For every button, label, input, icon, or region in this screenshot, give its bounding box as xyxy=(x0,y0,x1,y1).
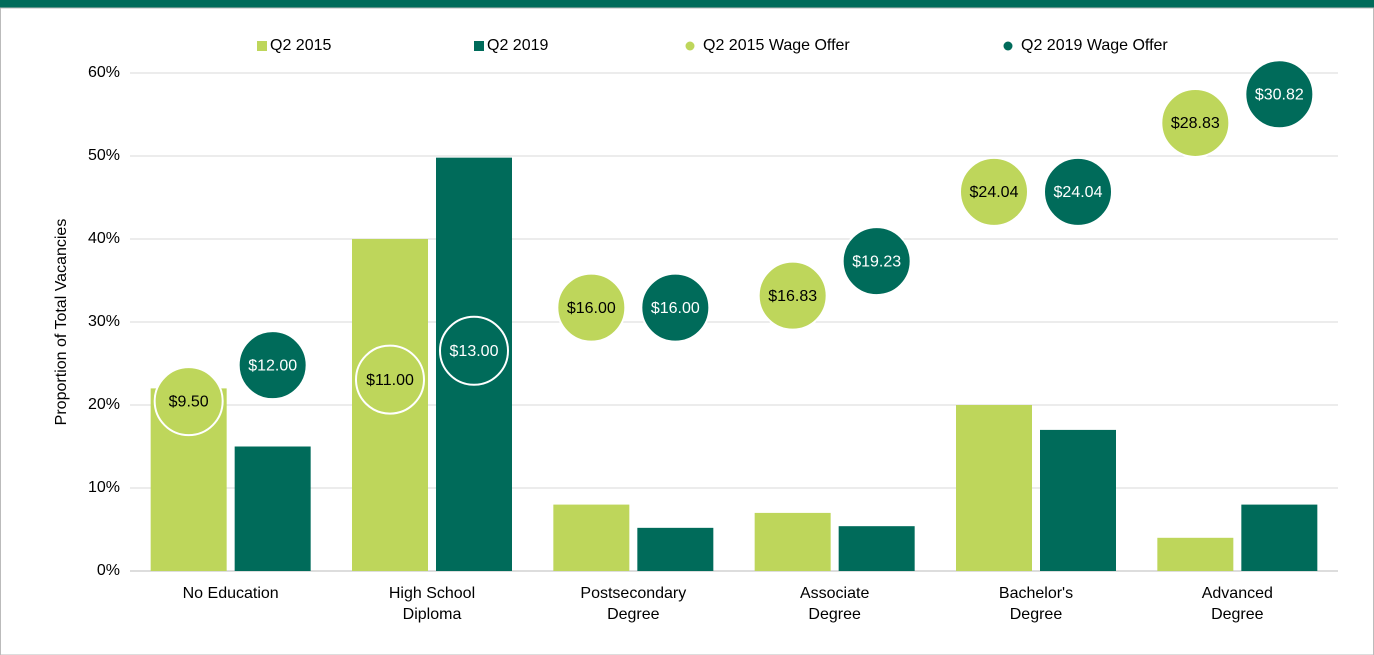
bar xyxy=(234,446,311,571)
legend-marker xyxy=(685,41,695,51)
y-tick-label: 10% xyxy=(88,479,120,496)
data-label: $24.04 xyxy=(970,184,1019,201)
data-label: $24.04 xyxy=(1054,184,1103,201)
legend-marker xyxy=(257,41,267,51)
x-tick-label: Postsecondary Degree xyxy=(580,585,687,623)
data-label: $16.00 xyxy=(567,300,616,317)
y-tick-label: 60% xyxy=(88,64,120,81)
bar xyxy=(637,527,714,571)
bubble xyxy=(757,260,828,331)
data-label: $16.00 xyxy=(651,300,700,317)
y-tick-label: 20% xyxy=(88,396,120,413)
legend-marker xyxy=(474,41,484,51)
bubble xyxy=(439,315,509,386)
legend-marker xyxy=(1003,41,1013,51)
bar xyxy=(1241,504,1318,571)
y-tick-label: 50% xyxy=(88,147,120,164)
y-tick-label: 0% xyxy=(97,562,120,579)
legend-label: Q2 2015 xyxy=(270,37,331,54)
x-tick-label: Bachelor's Degree xyxy=(998,585,1074,623)
bubble xyxy=(556,272,627,343)
data-label: $11.00 xyxy=(366,372,414,389)
data-label: $16.83 xyxy=(768,288,817,305)
legend-label: Q2 2015 Wage Offer xyxy=(703,37,850,54)
x-tick-label: Associate Degree xyxy=(799,585,870,623)
bar xyxy=(838,526,915,571)
bubble xyxy=(153,366,224,437)
data-label: $9.50 xyxy=(169,393,209,410)
bubble xyxy=(1160,87,1231,158)
data-label: $13.00 xyxy=(450,343,499,360)
bar xyxy=(1157,537,1234,571)
bubble xyxy=(959,156,1029,227)
top-band xyxy=(0,0,1374,8)
legend-label: Q2 2019 xyxy=(487,37,548,54)
data-label: $28.83 xyxy=(1171,115,1220,132)
bar xyxy=(553,504,630,571)
bar xyxy=(1040,429,1116,571)
x-tick-label: Advanced Degree xyxy=(1201,585,1273,623)
data-label: $19.23 xyxy=(852,253,901,270)
bubble xyxy=(1043,156,1113,227)
bar xyxy=(956,405,1032,571)
bubble xyxy=(841,226,912,297)
data-label: $30.82 xyxy=(1255,87,1304,104)
x-tick-label: No Education xyxy=(182,585,279,602)
legend-label: Q2 2019 Wage Offer xyxy=(1021,37,1168,54)
x-tick-label: High School Diploma xyxy=(388,585,476,623)
bubble xyxy=(237,330,308,401)
data-label: $12.00 xyxy=(248,357,297,374)
bar xyxy=(754,512,831,571)
y-tick-label: 30% xyxy=(88,313,120,330)
y-tick-label: 40% xyxy=(88,230,120,247)
bubble xyxy=(355,344,425,415)
y-axis-label: Proportion of Total Vacancies xyxy=(53,219,70,426)
bubble xyxy=(640,272,711,343)
bubble xyxy=(1244,59,1315,130)
